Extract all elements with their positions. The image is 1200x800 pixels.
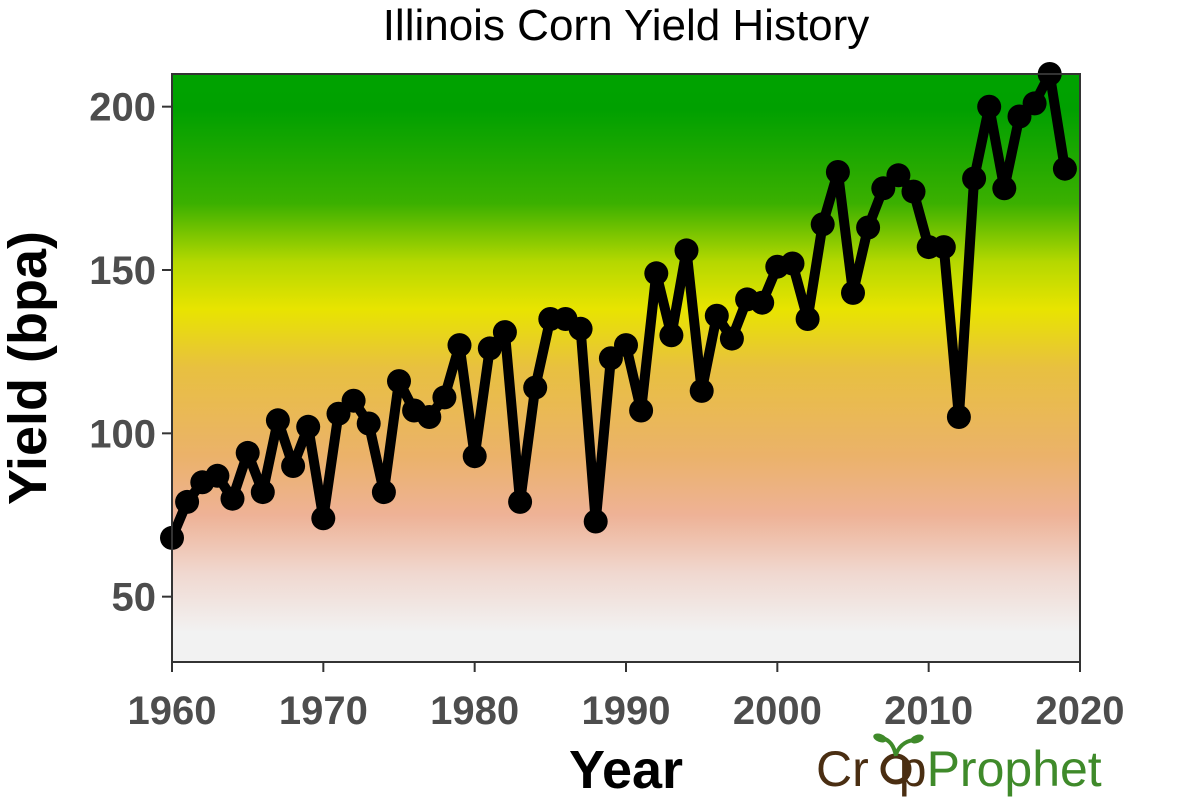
data-point-1967	[265, 408, 290, 433]
x-tick-label-1990: 1990	[582, 689, 671, 733]
y-axis: 50 100 150 200	[89, 86, 172, 620]
data-point-1992	[644, 261, 669, 286]
x-axis-title: Year	[569, 740, 683, 800]
data-point-1987	[568, 316, 593, 341]
y-tick-label-200: 200	[89, 86, 156, 130]
y-tick-label-100: 100	[89, 412, 156, 456]
data-point-1975	[387, 369, 411, 394]
data-point-1969	[296, 414, 321, 439]
data-point-2002	[795, 307, 820, 331]
data-point-1972	[341, 388, 366, 413]
x-tick-label-2010: 2010	[884, 689, 973, 733]
data-point-2003	[810, 212, 835, 237]
data-point-1961	[175, 489, 200, 514]
series-marks	[160, 62, 1077, 550]
data-point-1970	[311, 506, 336, 531]
y-tick-label-50: 50	[112, 576, 157, 620]
croprophet-logo: Cr pProphet	[816, 733, 1102, 797]
data-point-1981	[477, 336, 502, 361]
data-point-1978	[432, 385, 457, 410]
logo-p-text: p	[899, 741, 927, 797]
data-point-2004	[825, 160, 850, 184]
data-point-1990	[614, 333, 638, 358]
data-point-2015	[992, 176, 1017, 201]
data-point-1995	[689, 378, 714, 403]
data-point-1994	[674, 238, 699, 263]
data-point-1966	[250, 480, 275, 505]
data-point-1999	[750, 290, 775, 315]
data-point-1984	[523, 375, 548, 400]
data-point-1996	[704, 303, 729, 328]
data-point-2012	[946, 405, 971, 429]
data-point-2008	[886, 163, 911, 188]
y-axis-title: Yield (bpa)	[0, 231, 58, 505]
data-point-1979	[447, 333, 472, 358]
data-point-2011	[931, 235, 956, 260]
data-point-1965	[235, 440, 260, 465]
data-point-1982	[492, 320, 517, 345]
data-point-1968	[281, 454, 306, 478]
data-point-1983	[508, 489, 533, 514]
x-tick-label-1960: 1960	[128, 689, 217, 733]
logo-crop-text: Cr	[816, 741, 869, 797]
data-point-1997	[719, 326, 744, 351]
data-point-2009	[901, 179, 926, 204]
data-point-1963	[205, 463, 230, 488]
data-point-1991	[629, 398, 654, 423]
data-point-2019	[1052, 156, 1077, 181]
data-point-2006	[856, 215, 881, 240]
data-point-1973	[356, 411, 381, 436]
data-point-1980	[462, 444, 487, 469]
data-point-2017	[1022, 91, 1047, 116]
x-tick-label-1970: 1970	[279, 689, 368, 733]
data-point-1964	[220, 486, 245, 511]
x-tick-label-1980: 1980	[430, 689, 519, 733]
data-point-2013	[962, 166, 987, 191]
logo-prophet-text: Prophet	[927, 741, 1102, 797]
x-axis: 1960 1970 1980 1990 2000 2010 2020	[128, 662, 1125, 733]
sprout-icon	[873, 733, 924, 785]
data-point-1977	[417, 405, 442, 429]
data-point-1993	[659, 323, 684, 348]
data-point-1974	[371, 480, 396, 505]
x-tick-label-2020: 2020	[1036, 689, 1125, 733]
plot-background	[172, 74, 1080, 662]
chart-title: Illinois Corn Yield History	[383, 1, 870, 50]
data-point-2005	[841, 280, 865, 305]
x-tick-label-2000: 2000	[733, 689, 822, 733]
data-point-2014	[977, 94, 1002, 119]
y-tick-label-150: 150	[89, 249, 156, 293]
data-point-1988	[583, 509, 608, 534]
data-point-2001	[780, 251, 805, 276]
